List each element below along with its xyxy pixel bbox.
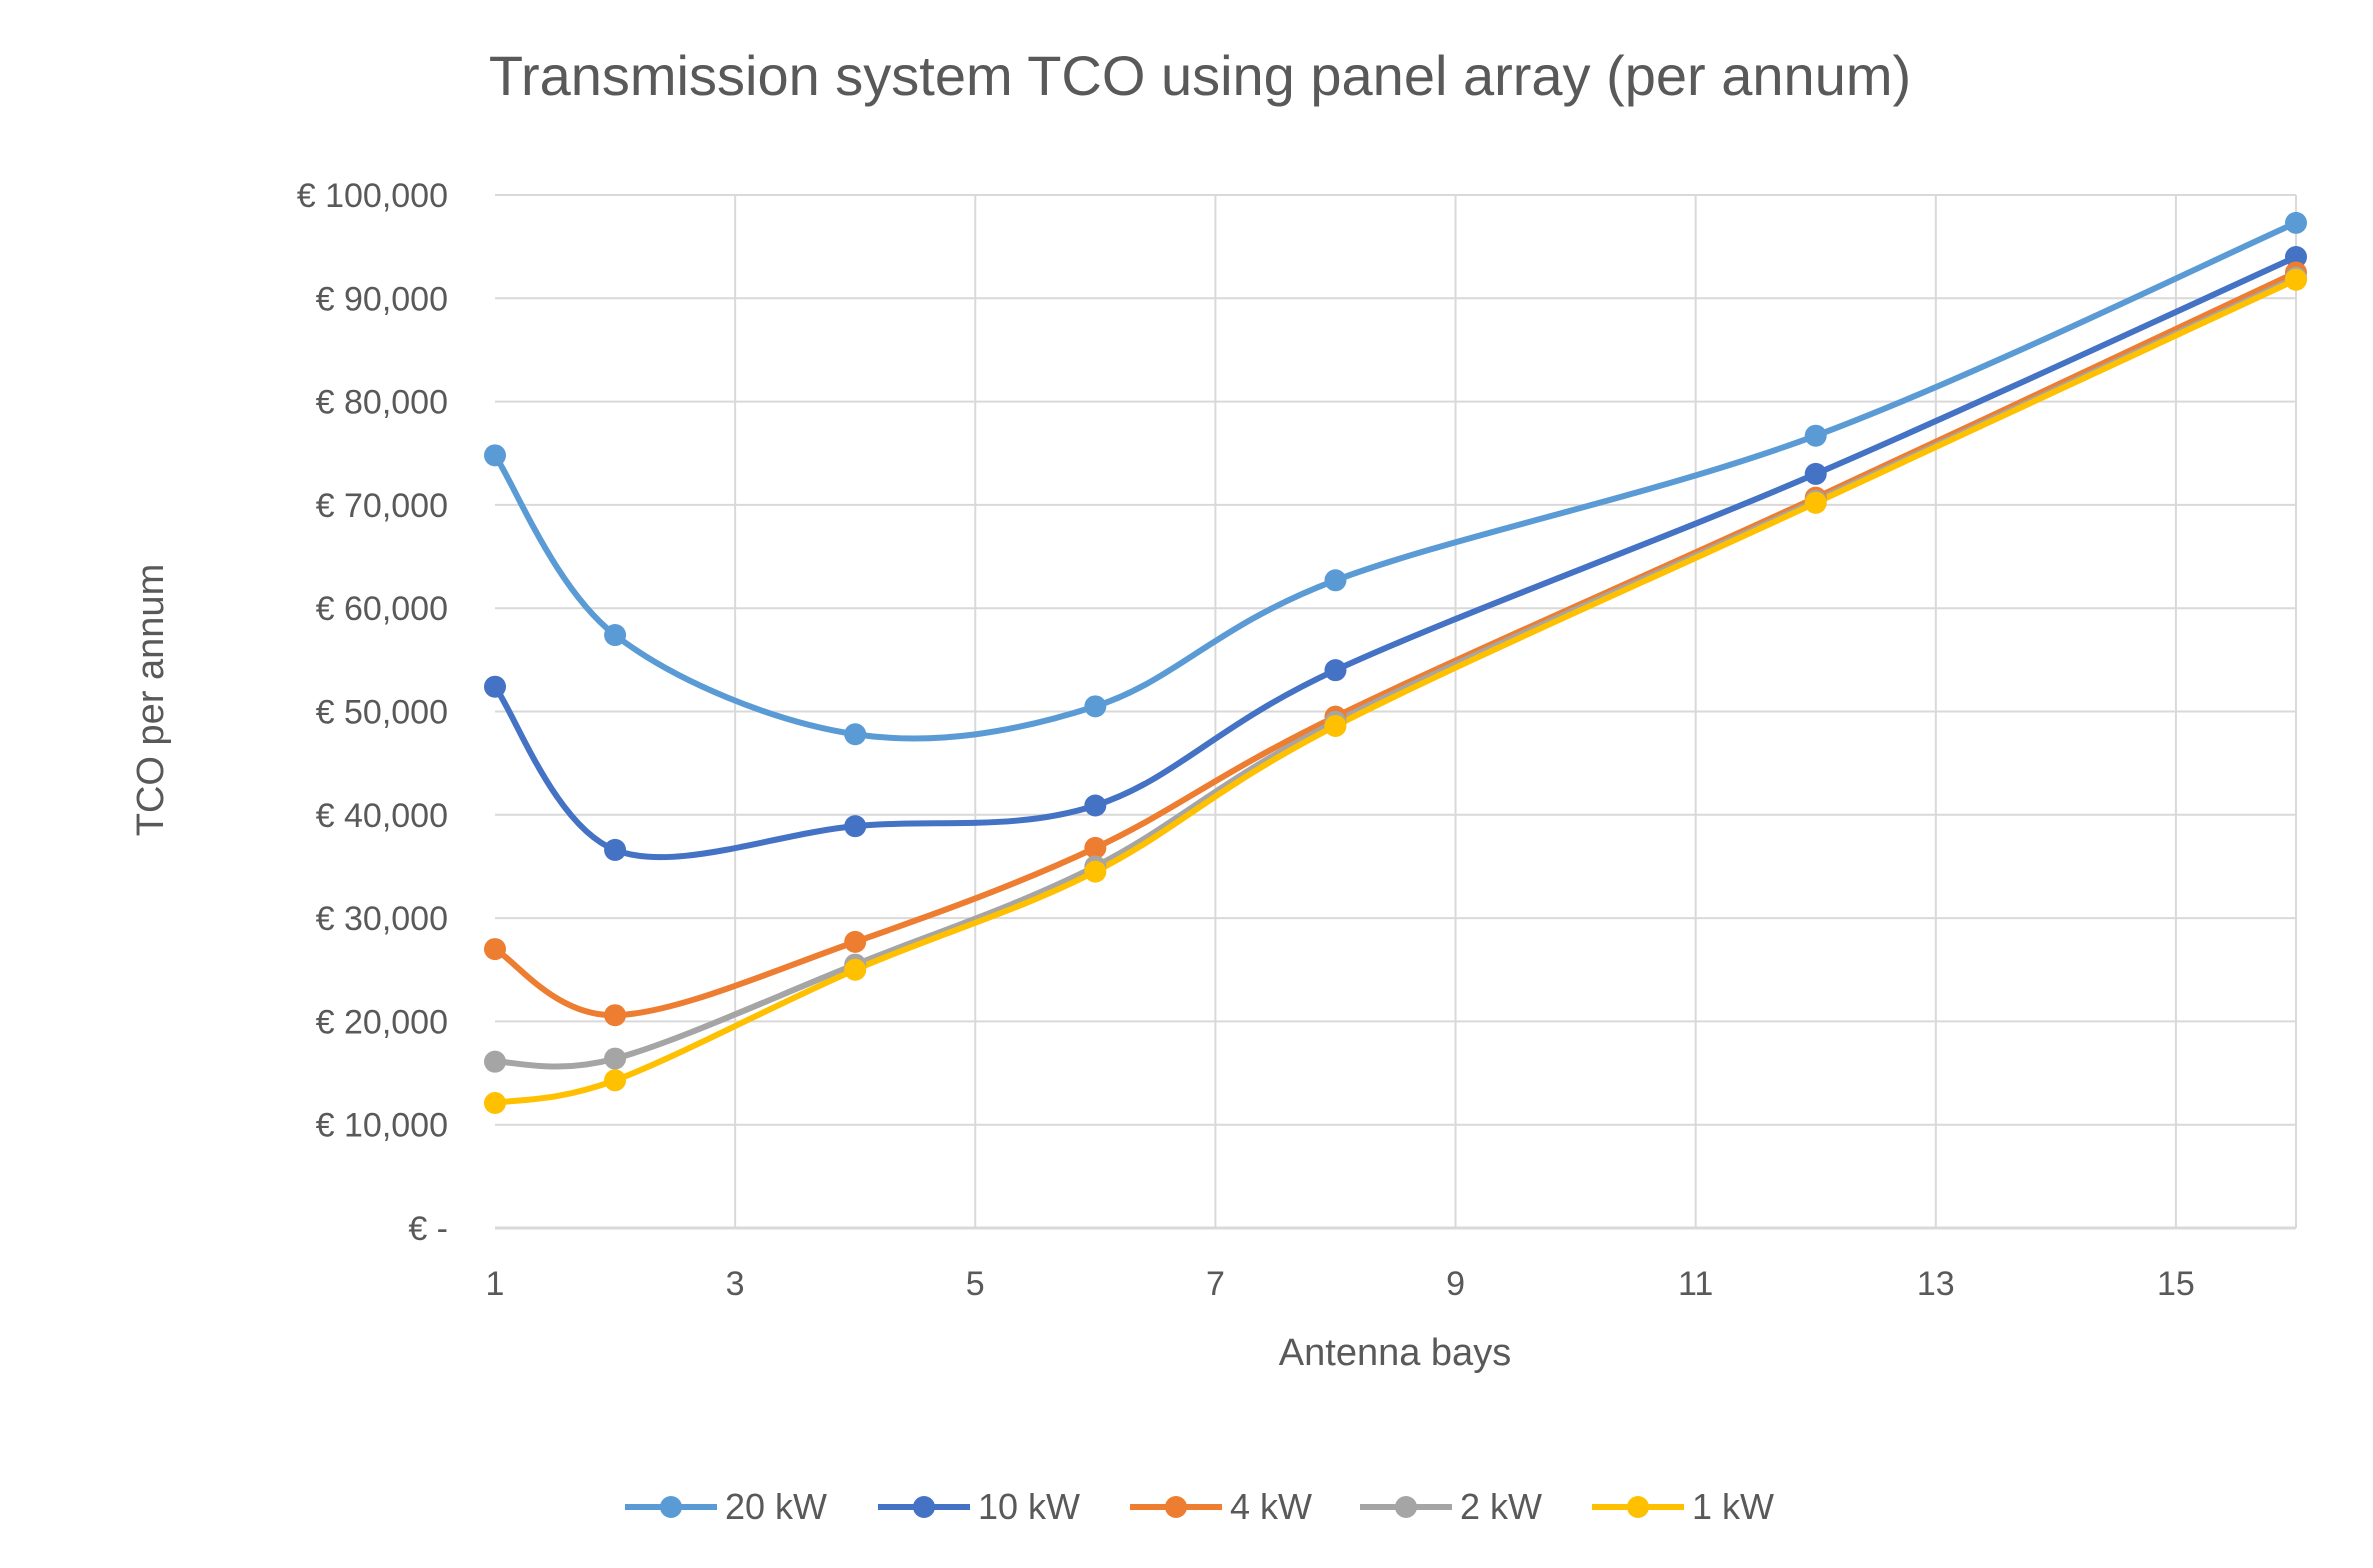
data-point-4-kw bbox=[1084, 836, 1107, 859]
data-point-1-kw bbox=[1324, 714, 1347, 737]
x-tick-label: 3 bbox=[726, 1265, 745, 1303]
y-tick-label: € 60,000 bbox=[316, 590, 448, 628]
y-axis-title: TCO per annum bbox=[130, 564, 172, 836]
x-tick-label: 9 bbox=[1446, 1265, 1465, 1303]
y-tick-label: € 70,000 bbox=[316, 487, 448, 525]
y-tick-label: € 100,000 bbox=[297, 177, 448, 215]
legend-label: 20 kW bbox=[725, 1486, 827, 1527]
data-point-4-kw bbox=[844, 930, 867, 953]
x-tick-label: 11 bbox=[1678, 1265, 1713, 1303]
y-tick-label: € 20,000 bbox=[316, 1003, 448, 1041]
data-point-20-kw bbox=[484, 444, 506, 467]
legend-label: 10 kW bbox=[978, 1486, 1080, 1527]
legend-swatch-marker bbox=[1165, 1496, 1187, 1518]
data-point-20-kw bbox=[844, 723, 867, 746]
data-point-1-kw bbox=[604, 1069, 627, 1092]
data-point-2-kw bbox=[484, 1050, 506, 1073]
x-tick-label: 7 bbox=[1206, 1265, 1225, 1303]
y-tick-label: € 80,000 bbox=[316, 384, 448, 422]
series-lines bbox=[492, 219, 2299, 1107]
y-tick-label: € 50,000 bbox=[316, 694, 448, 732]
gridlines bbox=[495, 194, 2297, 1228]
legend-item-4-kw: 4 kW bbox=[1130, 1486, 1312, 1527]
legend-label: 1 kW bbox=[1692, 1486, 1774, 1527]
legend-item-20-kw: 20 kW bbox=[625, 1486, 827, 1527]
data-point-10-kw bbox=[484, 675, 506, 698]
legend-label: 4 kW bbox=[1230, 1486, 1312, 1527]
data-point-1-kw bbox=[2285, 268, 2307, 291]
series-line-20-kw bbox=[492, 219, 2299, 742]
x-tick-label: 13 bbox=[1917, 1265, 1955, 1303]
legend-item-10-kw: 10 kW bbox=[878, 1486, 1080, 1527]
axes: € - € 10,000 € 20,000 € 30,000 € 40,000 € 50,… bbox=[297, 177, 2296, 1303]
legend-swatch-marker bbox=[1395, 1496, 1417, 1518]
data-point-10-kw bbox=[844, 815, 867, 838]
legend: 20 kW 10 kW 4 kW 2 kW 1 kW bbox=[625, 1486, 1774, 1527]
y-tick-label: € 30,000 bbox=[316, 900, 448, 938]
data-point-10-kw bbox=[2285, 245, 2307, 268]
x-axis-title: Antenna bays bbox=[1279, 1332, 1511, 1374]
series-line-2-kw bbox=[492, 274, 2299, 1070]
y-tick-label: € 10,000 bbox=[316, 1107, 448, 1145]
data-point-4-kw bbox=[604, 1004, 627, 1027]
legend-item-2-kw: 2 kW bbox=[1360, 1486, 1542, 1527]
data-point-10-kw bbox=[1804, 462, 1827, 485]
data-point-20-kw bbox=[604, 624, 627, 647]
x-tick-label: 15 bbox=[2157, 1265, 2195, 1303]
data-point-20-kw bbox=[1324, 569, 1347, 592]
data-point-20-kw bbox=[1084, 695, 1107, 718]
data-point-1-kw bbox=[1804, 491, 1827, 514]
legend-swatch-marker bbox=[1627, 1496, 1649, 1518]
data-point-20-kw bbox=[2285, 211, 2307, 234]
data-point-10-kw bbox=[1324, 659, 1347, 682]
y-tick-label: € - bbox=[408, 1210, 448, 1248]
series-line-1-kw bbox=[492, 276, 2299, 1107]
data-point-1-kw bbox=[1084, 860, 1107, 883]
legend-swatch-marker bbox=[913, 1496, 935, 1518]
data-point-20-kw bbox=[1804, 424, 1827, 447]
data-point-1-kw bbox=[484, 1092, 506, 1115]
legend-item-1-kw: 1 kW bbox=[1592, 1486, 1774, 1527]
y-tick-label: € 90,000 bbox=[316, 280, 448, 318]
y-tick-label: € 40,000 bbox=[316, 797, 448, 835]
data-point-10-kw bbox=[1084, 794, 1107, 817]
data-point-4-kw bbox=[484, 938, 506, 961]
x-tick-label: 5 bbox=[966, 1265, 985, 1303]
data-point-1-kw bbox=[844, 958, 867, 981]
legend-swatch-marker bbox=[660, 1496, 682, 1518]
data-points bbox=[484, 211, 2307, 1115]
series-line-10-kw bbox=[492, 253, 2299, 861]
chart-title: Transmission system TCO using panel arra… bbox=[489, 44, 1911, 107]
x-tick-label: 1 bbox=[486, 1265, 505, 1303]
data-point-10-kw bbox=[604, 838, 627, 861]
data-point-2-kw bbox=[604, 1047, 627, 1070]
legend-label: 2 kW bbox=[1460, 1486, 1542, 1527]
